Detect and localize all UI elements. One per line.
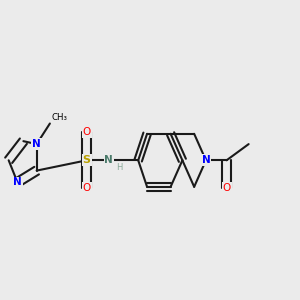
Text: N: N: [104, 155, 113, 165]
Text: O: O: [222, 183, 231, 193]
Text: N: N: [13, 177, 22, 188]
Text: H: H: [116, 163, 122, 172]
Text: CH₃: CH₃: [51, 113, 68, 122]
Text: N: N: [202, 155, 210, 165]
Text: N: N: [32, 139, 41, 149]
Text: O: O: [82, 183, 91, 193]
Text: S: S: [83, 155, 91, 165]
Text: O: O: [82, 127, 91, 137]
